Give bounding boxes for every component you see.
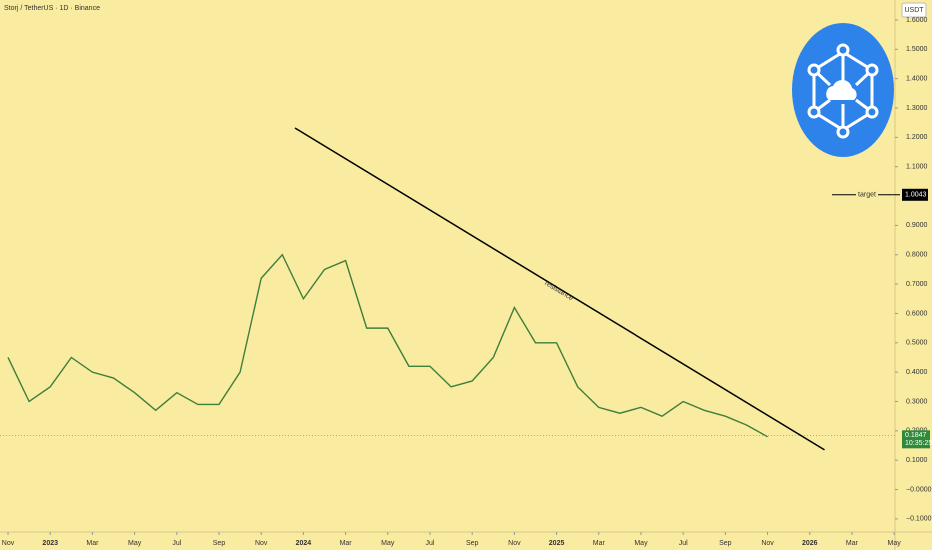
x-tick-label: Nov [255, 540, 268, 547]
countdown: 10:35:25 [905, 440, 932, 447]
x-tick-label: May [381, 540, 395, 547]
x-tick-label: May [128, 540, 142, 547]
x-tick-label: May [888, 540, 902, 547]
last-price: 0.1847 [905, 432, 927, 439]
x-tick-label: Sep [719, 540, 732, 547]
logo [792, 23, 894, 157]
y-tick-label: 0.8000 [906, 252, 928, 259]
target-value: 1.0043 [905, 192, 927, 199]
y-tick-label: 1.4000 [906, 75, 928, 82]
y-tick-label: 1.1000 [906, 164, 928, 171]
y-tick-label: 0.5000 [906, 340, 928, 347]
y-tick-label: −0.1000 [906, 516, 932, 523]
trendline [294, 127, 825, 451]
target-box [902, 188, 928, 201]
x-tick-label: 2023 [42, 540, 58, 547]
currency-box[interactable] [901, 2, 927, 18]
x-tick-label: 2025 [549, 540, 565, 547]
y-tick-label: 1.2000 [906, 134, 928, 141]
y-tick-label: 0.9000 [906, 222, 928, 229]
x-tick-label: 2024 [296, 540, 312, 547]
price-line [7, 253, 768, 438]
x-tick-label: Nov [508, 540, 521, 547]
x-tick-label: Nov [761, 540, 774, 547]
y-tick-label: 1.5000 [906, 46, 928, 53]
target-label-bg [856, 189, 878, 200]
y-tick-label: 0.4000 [906, 369, 928, 376]
y-tick-label: 1.6000 [906, 17, 928, 24]
y-tick-label: −0.0000 [906, 486, 932, 493]
y-tick-label: 0.3000 [906, 398, 928, 405]
y-tick-label: 1.3000 [906, 105, 928, 112]
x-tick-label: Jul [679, 540, 688, 547]
last-price-box [902, 430, 930, 449]
x-tick-label: Mar [86, 540, 99, 547]
x-tick-label: Jul [172, 540, 181, 547]
x-tick-label: Sep [466, 540, 479, 547]
x-tick-label: Nov [2, 540, 15, 547]
x-tick-label: 2026 [802, 540, 818, 547]
x-tick-label: May [634, 540, 648, 547]
x-tick-label: Sep [213, 540, 226, 547]
y-tick-label: 0.1000 [906, 457, 928, 464]
x-tick-label: Mar [846, 540, 859, 547]
currency[interactable]: USDT [904, 7, 924, 14]
y-tick-label: 0.7000 [906, 281, 928, 288]
y-tick-label: 0.6000 [906, 310, 928, 317]
chart-title: Storj / TetherUS · 1D · Binance [4, 5, 100, 12]
target-label: target [858, 192, 876, 199]
x-tick-label: Mar [340, 540, 353, 547]
x-tick-label: Jul [426, 540, 435, 547]
x-tick-label: Mar [593, 540, 606, 547]
